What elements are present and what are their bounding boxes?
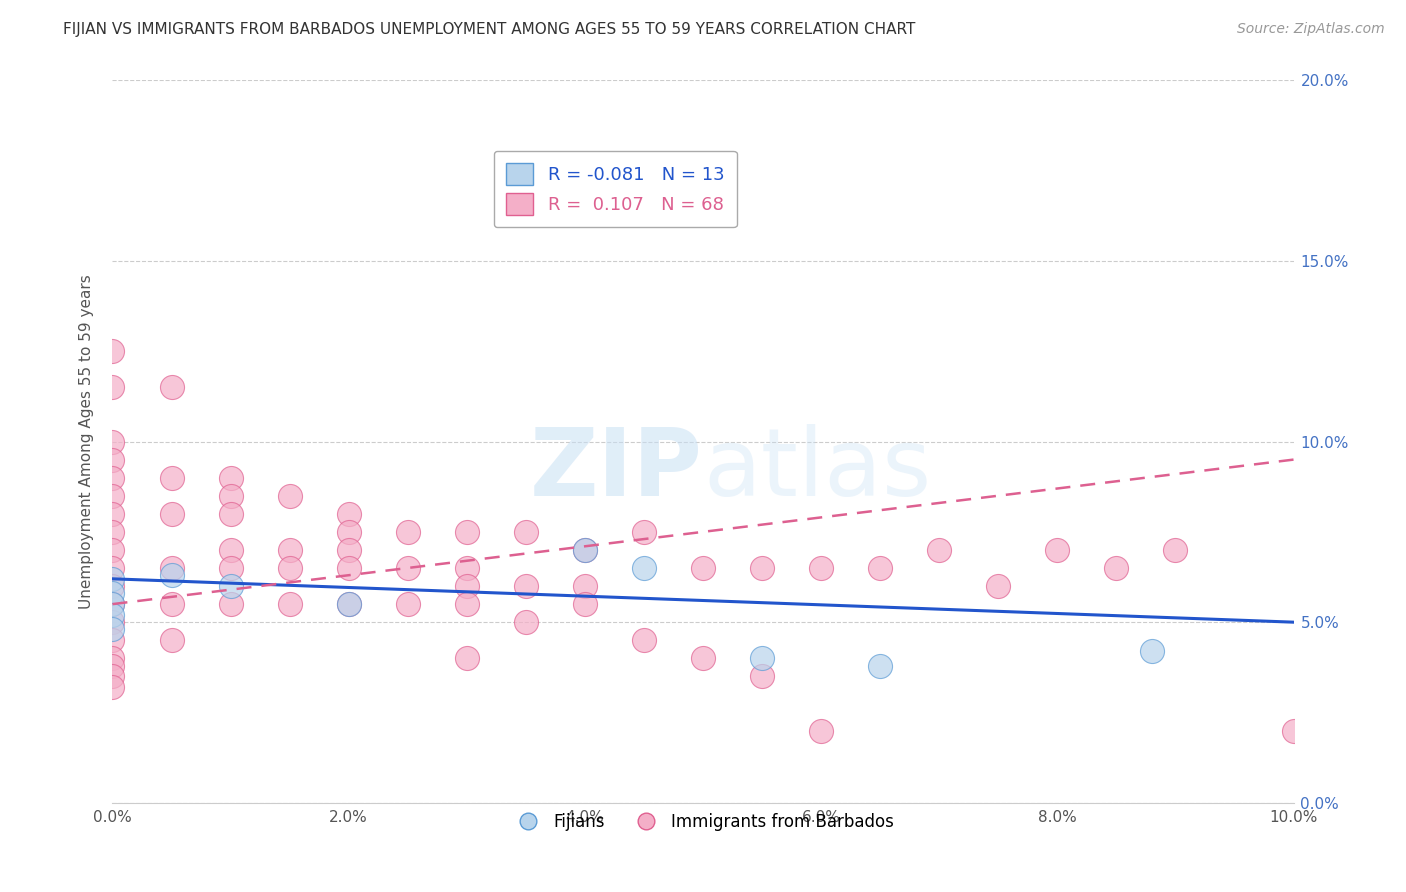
Point	[515, 615, 537, 630]
Point	[160, 507, 183, 521]
Y-axis label: Unemployment Among Ages 55 to 59 years: Unemployment Among Ages 55 to 59 years	[79, 274, 94, 609]
Point	[1140, 644, 1163, 658]
Point	[337, 524, 360, 539]
Point	[396, 524, 419, 539]
Point	[101, 597, 124, 611]
Point	[456, 561, 478, 575]
Point	[337, 542, 360, 557]
Point	[456, 651, 478, 665]
Point	[219, 507, 242, 521]
Point	[101, 524, 124, 539]
Point	[160, 633, 183, 648]
Point	[101, 489, 124, 503]
Point	[692, 651, 714, 665]
Point	[1282, 723, 1305, 738]
Point	[515, 579, 537, 593]
Point	[101, 452, 124, 467]
Point	[101, 633, 124, 648]
Point	[633, 524, 655, 539]
Point	[101, 561, 124, 575]
Point	[101, 607, 124, 622]
Point	[810, 723, 832, 738]
Point	[456, 524, 478, 539]
Point	[160, 380, 183, 394]
Point	[160, 561, 183, 575]
Point	[574, 579, 596, 593]
Point	[396, 561, 419, 575]
Text: Source: ZipAtlas.com: Source: ZipAtlas.com	[1237, 22, 1385, 37]
Point	[278, 542, 301, 557]
Point	[396, 597, 419, 611]
Point	[337, 597, 360, 611]
Point	[751, 561, 773, 575]
Point	[633, 561, 655, 575]
Point	[160, 568, 183, 582]
Point	[101, 680, 124, 694]
Point	[219, 542, 242, 557]
Point	[101, 658, 124, 673]
Point	[219, 489, 242, 503]
Point	[337, 507, 360, 521]
Point	[101, 542, 124, 557]
Point	[574, 597, 596, 611]
Point	[515, 524, 537, 539]
Point	[278, 561, 301, 575]
Point	[456, 579, 478, 593]
Point	[987, 579, 1010, 593]
Point	[160, 597, 183, 611]
Point	[633, 633, 655, 648]
Text: ZIP: ZIP	[530, 425, 703, 516]
Point	[456, 597, 478, 611]
Point	[101, 615, 124, 630]
Point	[101, 434, 124, 449]
Point	[869, 658, 891, 673]
Point	[810, 561, 832, 575]
Point	[574, 542, 596, 557]
Point	[101, 380, 124, 394]
Point	[101, 471, 124, 485]
Point	[101, 669, 124, 683]
Point	[574, 542, 596, 557]
Point	[751, 669, 773, 683]
Point	[278, 489, 301, 503]
Point	[1164, 542, 1187, 557]
Point	[337, 561, 360, 575]
Point	[219, 597, 242, 611]
Point	[278, 597, 301, 611]
Point	[101, 623, 124, 637]
Point	[219, 471, 242, 485]
Point	[101, 651, 124, 665]
Point	[219, 561, 242, 575]
Legend: Fijians, Immigrants from Barbados: Fijians, Immigrants from Barbados	[505, 806, 901, 838]
Point	[101, 572, 124, 586]
Point	[101, 586, 124, 600]
Text: atlas: atlas	[703, 425, 931, 516]
Point	[928, 542, 950, 557]
Point	[1105, 561, 1128, 575]
Point	[101, 344, 124, 359]
Point	[160, 471, 183, 485]
Point	[692, 561, 714, 575]
Text: FIJIAN VS IMMIGRANTS FROM BARBADOS UNEMPLOYMENT AMONG AGES 55 TO 59 YEARS CORREL: FIJIAN VS IMMIGRANTS FROM BARBADOS UNEMP…	[63, 22, 915, 37]
Point	[101, 579, 124, 593]
Point	[869, 561, 891, 575]
Point	[751, 651, 773, 665]
Point	[101, 507, 124, 521]
Point	[101, 597, 124, 611]
Point	[1046, 542, 1069, 557]
Point	[219, 579, 242, 593]
Point	[337, 597, 360, 611]
